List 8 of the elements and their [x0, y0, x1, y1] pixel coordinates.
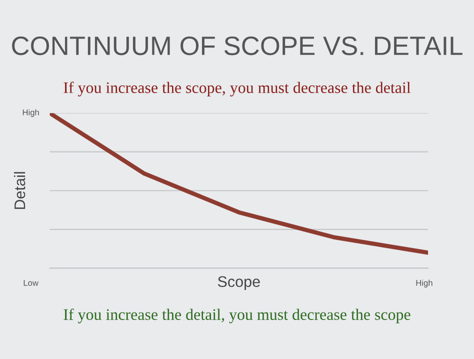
- x-axis-title: Scope: [218, 276, 260, 290]
- text: High: [416, 280, 432, 288]
- chart-title: CONTINUUM OF SCOPE VS. DETAIL: [12, 36, 462, 56]
- text: If you increase the detail, you must decrease the scope: [64, 308, 410, 324]
- chart-subtitle: If you increase the scope, you must decrease the detail: [64, 82, 411, 96]
- text: High: [22, 109, 39, 117]
- text: Low: [24, 280, 38, 286]
- y-axis-title: Detail: [14, 172, 26, 209]
